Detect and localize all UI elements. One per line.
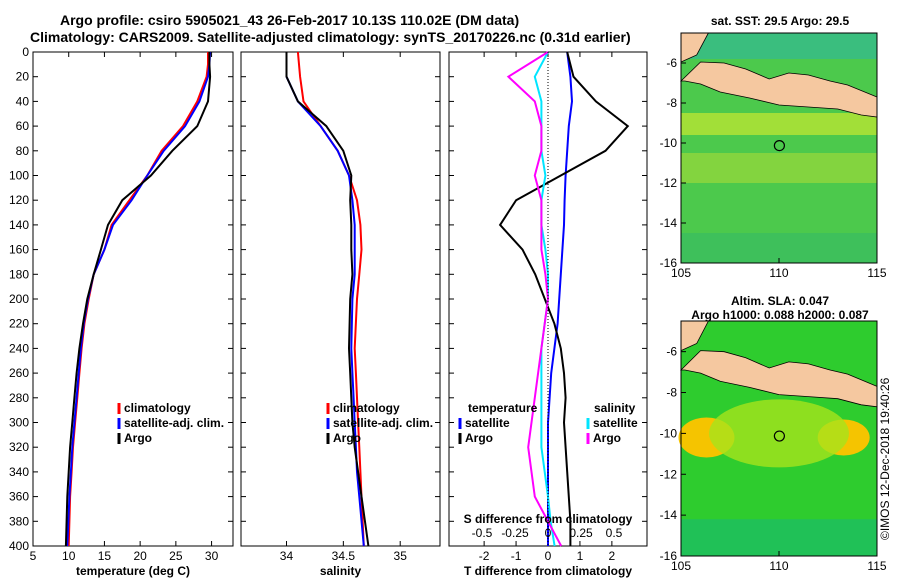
- sla-map-ytick-label: -14: [660, 508, 678, 522]
- difference-series-s-argo: [506, 51, 563, 547]
- sla-map-ytick-label: -12: [660, 467, 678, 481]
- temperature-series-satellite-adj-clim-: [66, 51, 212, 547]
- diff-legend-title-temperature: temperature: [468, 401, 538, 415]
- difference-xlabel: T difference from climatology: [464, 564, 632, 578]
- sst-map-argo-marker: [773, 140, 785, 152]
- depth-tick-label: 320: [9, 440, 29, 454]
- temperature-frame: [32, 51, 234, 547]
- salinity-diff-xlabel: S difference from climatology: [464, 512, 633, 526]
- sst-map-ytick-label: -8: [666, 96, 677, 110]
- depth-tick-label: 220: [9, 317, 29, 331]
- salinity-diff-tick-label: 0.25: [569, 526, 593, 540]
- salinity-diff-tick-label: -0.5: [472, 526, 493, 540]
- depth-tick-label: 100: [9, 169, 29, 183]
- sst-map-xtick-label: 115: [867, 266, 886, 280]
- salinity-legend-label: climatology: [333, 401, 400, 415]
- diff-salinity-legend-label: satellite: [593, 416, 638, 430]
- temperature-xtick-label: 10: [62, 549, 76, 563]
- sla-map-ytick-label: -16: [660, 549, 678, 563]
- depth-tick-label: 180: [9, 267, 29, 281]
- salinity-diff-tick-label: 0: [545, 526, 552, 540]
- temperature-xtick-label: 15: [98, 549, 112, 563]
- temperature-legend-label: climatology: [124, 401, 191, 415]
- depth-tick-label: 340: [9, 465, 29, 479]
- depth-tick-label: 300: [9, 416, 29, 430]
- diff-salinity-legend-label: Argo: [593, 431, 621, 445]
- difference-series-t-argo: [498, 51, 630, 546]
- salinity-xtick-label: 34: [280, 549, 294, 563]
- depth-tick-label: 400: [9, 539, 29, 553]
- sla-map-ytick-label: -8: [666, 386, 677, 400]
- sla-ridge: [709, 399, 849, 468]
- depth-tick-label: 120: [9, 193, 29, 207]
- temperature-xlabel: temperature (deg C): [76, 564, 190, 578]
- temperature-series-argo: [64, 52, 212, 547]
- sla-map-xtick-label: 110: [769, 559, 788, 573]
- depth-tick-label: 260: [9, 366, 29, 380]
- temperature-xtick-label: 30: [205, 549, 219, 563]
- sst-map-xtick-label: 105: [671, 266, 691, 280]
- difference-xtick-label: 0: [545, 549, 552, 563]
- sst-cool-band: [681, 33, 877, 59]
- depth-tick-label: 360: [9, 490, 29, 504]
- diff-temperature-legend-label: satellite: [465, 416, 510, 430]
- sst-map-title: sat. SST: 29.5 Argo: 29.5: [710, 14, 850, 28]
- salinity-diff-tick-label: 0.5: [606, 526, 623, 540]
- temperature-xtick-label: 5: [30, 549, 37, 563]
- depth-tick-label: 140: [9, 218, 29, 232]
- salinity-series-satellite-adj-clim-: [285, 52, 365, 547]
- salinity-legend-label: satellite-adj. clim.: [333, 416, 433, 430]
- difference-series-t-satellite: [547, 51, 574, 546]
- sla-map-xtick-label: 105: [671, 559, 691, 573]
- sla-map-argo-marker: [773, 430, 785, 442]
- sst-map-ytick-label: -10: [660, 136, 678, 150]
- sst-map-ytick-label: -14: [660, 216, 678, 230]
- salinity-series-argo: [285, 52, 370, 547]
- salinity-xtick-label: 35: [394, 549, 408, 563]
- difference-xtick-label: 2: [609, 549, 616, 563]
- diff-legend-title-salinity: salinity: [594, 401, 636, 415]
- sla-map-ytick-label: -10: [660, 426, 678, 440]
- salinity-diff-tick-label: -0.25: [501, 526, 529, 540]
- salinity-legend-label: Argo: [333, 431, 361, 445]
- depth-tick-label: 380: [9, 514, 29, 528]
- difference-xtick-label: 1: [577, 549, 584, 563]
- depth-tick-label: 0: [22, 45, 29, 59]
- temperature-legend-label: Argo: [124, 431, 152, 445]
- figure-title-line1: Argo profile: csiro 5905021_43 26-Feb-20…: [60, 12, 520, 28]
- diff-temperature-legend-label: Argo: [465, 431, 493, 445]
- salinity-xlabel: salinity: [320, 564, 362, 578]
- sst-warm-band: [681, 153, 877, 183]
- depth-tick-label: 80: [16, 144, 30, 158]
- temperature-legend-label: satellite-adj. clim.: [124, 416, 224, 430]
- figure-title-line2: Climatology: CARS2009. Satellite-adjuste…: [30, 29, 631, 45]
- difference-xtick-label: -2: [479, 549, 490, 563]
- sst-map-xtick-label: 110: [769, 266, 788, 280]
- temperature-xtick-label: 25: [169, 549, 183, 563]
- sla-map-xtick-label: 115: [867, 559, 886, 573]
- depth-tick-label: 40: [16, 94, 30, 108]
- depth-tick-label: 160: [9, 243, 29, 257]
- sla-map-title: Altim. SLA: 0.047: [730, 294, 830, 308]
- depth-tick-label: 20: [16, 70, 30, 84]
- depth-tick-label: 280: [9, 391, 29, 405]
- depth-tick-label: 60: [16, 119, 30, 133]
- salinity-frame: [240, 51, 441, 547]
- difference-series-s-satellite: [533, 51, 556, 547]
- temperature-xtick-label: 20: [133, 549, 147, 563]
- difference-xtick-label: -1: [511, 549, 522, 563]
- sla-low-band: [681, 519, 877, 556]
- depth-tick-label: 200: [9, 292, 29, 306]
- sst-map-ytick-label: -12: [660, 176, 678, 190]
- sst-map-ytick-label: -16: [660, 256, 678, 270]
- sst-map-ytick-label: -6: [666, 56, 677, 70]
- sla-map-subtitle: Argo h1000: 0.088 h2000: 0.087: [691, 308, 869, 322]
- salinity-xtick-label: 34.5: [332, 549, 356, 563]
- depth-tick-label: 240: [9, 341, 29, 355]
- sst-warm-band: [681, 113, 877, 135]
- temperature-series-climatology: [67, 52, 209, 547]
- sla-map-ytick-label: -6: [666, 345, 677, 359]
- salinity-series-climatology: [296, 51, 365, 547]
